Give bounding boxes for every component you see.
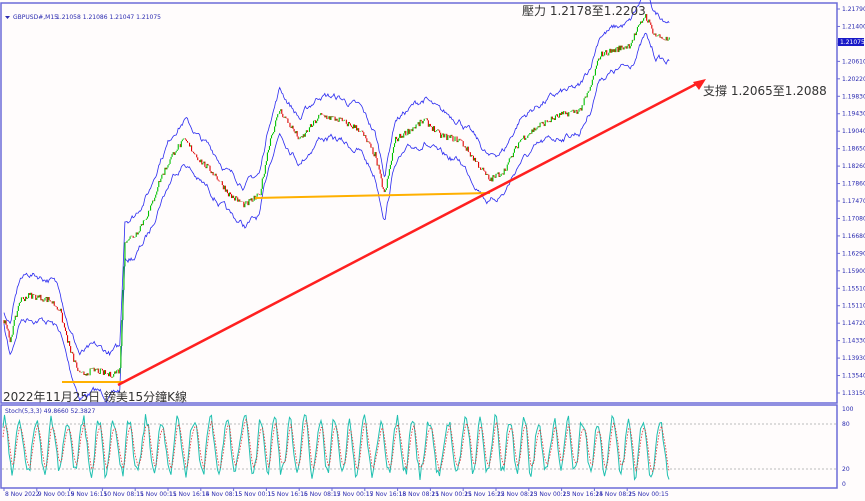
- price-tick-label: 1.17080: [842, 215, 865, 222]
- time-tick-label: 11 Nov 00:15: [136, 491, 177, 498]
- price-tick-label: 1.13930: [842, 355, 865, 362]
- stoch-panel-frame: [0, 404, 838, 489]
- price-tick-label: 1.13150: [842, 390, 865, 397]
- price-tick-label: 1.19830: [842, 93, 865, 100]
- envelope-bands: [3, 0, 670, 403]
- stoch-signal-line: [2, 418, 670, 473]
- upper-band: [3, 0, 670, 357]
- stoch-level-label: 100: [842, 406, 854, 413]
- time-tick-label: 9 Nov 00:15: [38, 491, 75, 498]
- time-tick-label: 10 Nov 08:15: [103, 491, 144, 498]
- time-tick-label: 22 Nov 08:15: [497, 491, 538, 498]
- resistance-annotation[interactable]: 壓力 1.2178至1.2203: [522, 4, 646, 18]
- price-tick-label: 1.15510: [842, 285, 865, 292]
- support-annotation[interactable]: 支撐 1.2065至1.2088: [703, 84, 827, 98]
- current-price-label: 1.21075: [840, 39, 865, 46]
- time-tick-label: 8 Nov 2022: [5, 491, 40, 498]
- price-tick-label: 1.21790: [842, 6, 865, 13]
- current-price-marker: [838, 38, 864, 46]
- stoch-main-line: [2, 413, 670, 481]
- time-tick-label: 25 Nov 00:15: [628, 491, 669, 498]
- time-tick-label: 23 Nov 00:15: [530, 491, 571, 498]
- price-tick-label: 1.14720: [842, 320, 865, 327]
- time-tick-label: 23 Nov 16:15: [563, 491, 604, 498]
- price-tick-label: 1.16290: [842, 250, 865, 257]
- price-tick-label: 1.20610: [842, 58, 865, 65]
- time-tick-label: 21 Nov 00:15: [431, 491, 472, 498]
- price-tick-label: 1.13540: [842, 373, 865, 380]
- caption-annotation[interactable]: 2022年11月25日 鎊美15分鐘K線: [3, 389, 187, 404]
- price-candles: [3, 14, 670, 378]
- stoch-level-label: 20: [842, 466, 850, 473]
- price-tick-label: 1.17470: [842, 198, 865, 205]
- ohlc-readout: 1.21058 1.21086 1.21047 1.21075: [56, 14, 161, 21]
- price-tick-label: 1.20220: [842, 76, 865, 83]
- lower-band: [3, 32, 670, 403]
- time-tick-label: 18 Nov 08:15: [399, 491, 440, 498]
- price-tick-label: 1.18260: [842, 163, 865, 170]
- time-tick-label: 17 Nov 16:15: [366, 491, 407, 498]
- price-tick-label: 1.14330: [842, 338, 865, 345]
- symbol-label: GBPUSD#,M15: [13, 14, 58, 21]
- main-panel-frame: [0, 2, 838, 404]
- time-tick-label: 9 Nov 16:15: [71, 491, 108, 498]
- price-tick-label: 1.16680: [842, 233, 865, 240]
- time-tick-label: 15 Nov 00:15: [235, 491, 276, 498]
- time-tick-label: 14 Nov 08:15: [202, 491, 243, 498]
- time-tick-label: 17 Nov 00:15: [333, 491, 374, 498]
- stoch-level-label: 80: [842, 421, 850, 428]
- stoch-label: Stoch(5,3,3) 49.8660 52.3827: [5, 408, 96, 415]
- time-tick-label: 21 Nov 16:15: [464, 491, 505, 498]
- time-tick-label: 15 Nov 16:15: [267, 491, 308, 498]
- price-tick-label: 1.15900: [842, 268, 865, 275]
- time-tick-label: 16 Nov 08:15: [300, 491, 341, 498]
- price-tick-label: 1.15110: [842, 303, 865, 310]
- trend-line[interactable]: [117, 80, 701, 387]
- trend-arrow-icon: [693, 79, 706, 90]
- price-axis: 1.21790 1.21400 1.20610 1.20220 1.19830 1.194…: [2, 6, 865, 488]
- time-tick-label: 24 Nov 08:15: [595, 491, 636, 498]
- price-tick-label: 1.19040: [842, 128, 865, 135]
- dropdown-arrow-icon[interactable]: [5, 16, 10, 19]
- support-line-mid[interactable]: [254, 192, 491, 199]
- stoch-level-label: 0: [842, 481, 846, 488]
- time-tick-label: 11 Nov 16:15: [169, 491, 210, 498]
- price-tick-label: 1.18650: [842, 146, 865, 153]
- price-tick-label: 1.21400: [842, 23, 865, 30]
- stochastic-oscillator: [2, 413, 670, 481]
- price-tick-label: 1.17860: [842, 181, 865, 188]
- price-tick-label: 1.19430: [842, 111, 865, 118]
